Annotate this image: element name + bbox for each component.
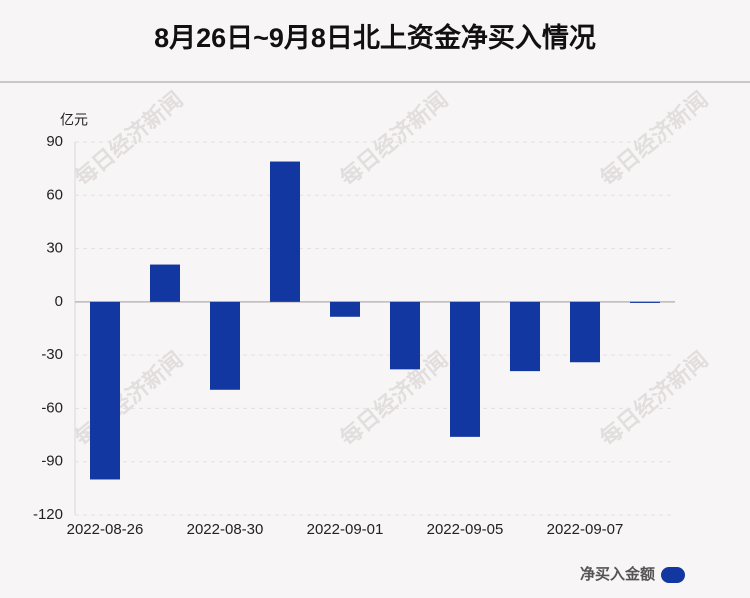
bar — [630, 301, 660, 303]
legend-swatch — [661, 567, 685, 583]
y-tick-label: -60 — [41, 399, 63, 416]
y-tick-label: 30 — [46, 240, 63, 257]
bar — [90, 301, 120, 480]
bar — [510, 301, 540, 372]
bar — [570, 301, 600, 363]
bar — [390, 301, 420, 370]
y-tick-label: 90 — [46, 133, 63, 150]
chart-title: 8月26日~9月8日北上资金净买入情况 — [154, 22, 596, 53]
legend-label: 净买入金额 — [580, 565, 655, 583]
bar — [210, 301, 240, 390]
y-tick-label: -90 — [41, 453, 63, 470]
bar — [330, 301, 360, 317]
y-tick-label: 60 — [46, 186, 63, 203]
watermark: 每日经济新闻 — [335, 87, 452, 191]
bar — [450, 301, 480, 437]
x-tick-label: 2022-08-26 — [67, 521, 144, 538]
bar — [270, 161, 300, 302]
y-tick-label: -30 — [41, 346, 63, 363]
watermark: 每日经济新闻 — [595, 347, 712, 451]
x-tick-label: 2022-09-01 — [307, 521, 384, 538]
x-tick-label: 2022-09-07 — [547, 521, 624, 538]
y-axis-unit: 亿元 — [60, 112, 88, 128]
watermark: 每日经济新闻 — [70, 347, 187, 451]
y-tick-label: 0 — [55, 293, 63, 310]
watermark: 每日经济新闻 — [595, 87, 712, 191]
x-tick-label: 2022-08-30 — [187, 521, 264, 538]
bar — [150, 264, 180, 302]
x-tick-label: 2022-09-05 — [427, 521, 504, 538]
y-tick-label: -120 — [33, 506, 63, 523]
watermark: 每日经济新闻 — [70, 87, 187, 191]
